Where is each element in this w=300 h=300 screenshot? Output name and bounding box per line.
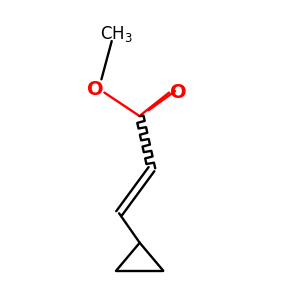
Text: CH$_3$: CH$_3$ [100, 24, 133, 44]
Text: O: O [87, 80, 104, 99]
Text: O: O [170, 83, 186, 102]
